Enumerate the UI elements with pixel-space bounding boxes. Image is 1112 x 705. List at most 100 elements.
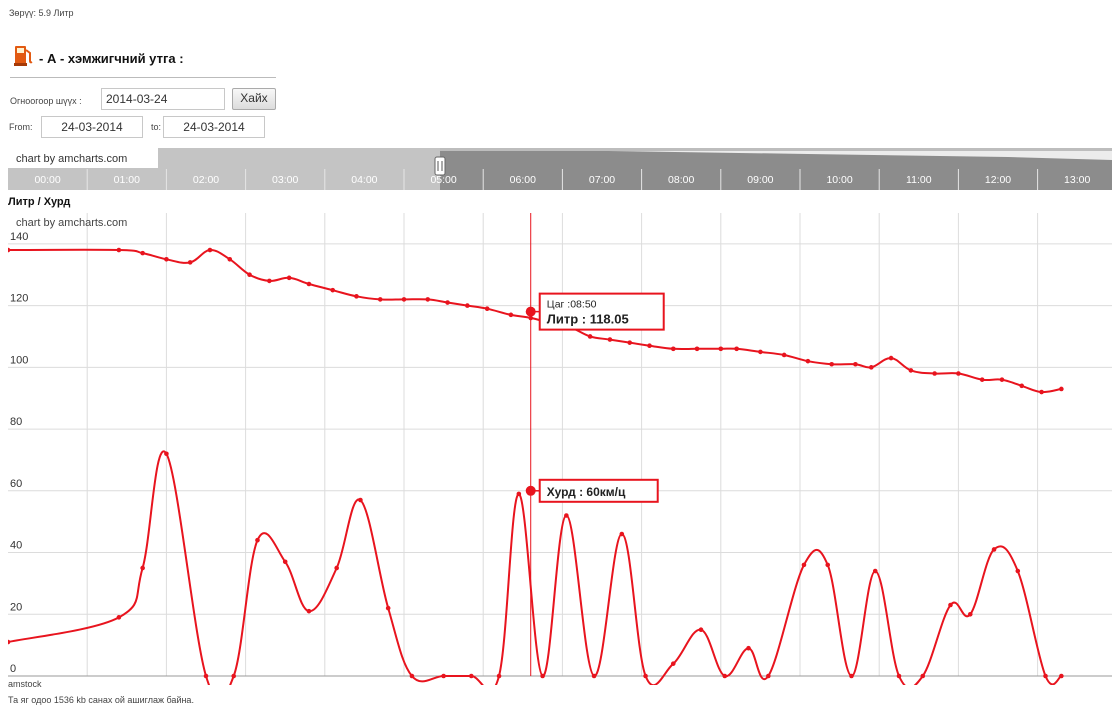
data-point [825,562,831,568]
data-point [377,297,383,302]
data-point [829,361,834,367]
data-point [853,361,858,367]
data-point [445,300,450,305]
data-point [868,365,874,370]
data-point [354,294,359,299]
navigator-credit-box [8,148,158,168]
data-point [469,673,474,679]
data-point [516,491,522,497]
data-point [187,260,193,265]
navigator-selected-top [440,148,1112,151]
from-date-input[interactable] [41,116,143,138]
data-point [781,352,787,358]
navigator-time-label: 04:00 [351,174,377,186]
navigator-time-label: 01:00 [114,174,140,186]
navigator-selected-area [440,148,1112,190]
data-point [849,673,854,679]
navigator-time-label: 03:00 [272,174,298,186]
data-point [1039,389,1044,395]
data-point [734,346,739,352]
chart-title: Литр / Хурд [8,196,70,208]
data-point [607,337,613,342]
navigator-time-label: 08:00 [668,174,694,186]
data-point [508,312,514,318]
data-point [627,340,633,345]
data-point [164,257,169,262]
data-point [116,247,122,253]
to-date-input[interactable] [163,116,265,138]
data-point [267,278,272,284]
y-tick-label: 0 [10,663,16,675]
amstock-brand: amstock [8,679,42,689]
data-point [908,368,914,373]
data-point [896,673,902,679]
data-point [255,537,260,543]
data-point [425,297,431,302]
data-point [991,547,997,552]
chart-credit: chart by amcharts.com [16,217,127,229]
data-point [247,272,252,278]
data-point [999,377,1005,382]
data-point [805,358,811,364]
data-point [334,565,339,571]
tooltip-time-text: Цаг :08:50 [547,299,597,311]
data-point [496,673,502,679]
header-divider [10,77,276,78]
data-point [140,250,145,256]
data-point [116,615,122,620]
navigator-handle-grip [434,156,446,176]
data-point [306,608,312,614]
data-point [766,673,771,679]
series-line [8,450,1062,685]
navigator-credit: chart by amcharts.com [16,153,127,165]
date-filter-input[interactable] [101,88,225,110]
data-point [306,281,312,287]
data-point [872,568,878,574]
search-button[interactable]: Хайх [232,88,276,110]
data-point [330,287,336,293]
data-point [801,562,807,568]
navigator-time-label: 13:00 [1064,174,1090,186]
tooltip-liter-text: Литр : 118.05 [547,312,629,327]
data-point [203,673,209,679]
data-point [484,306,490,311]
chart-navigator[interactable]: chart by amcharts.com 00:00 01:00 02:00 03:0… [8,148,1112,190]
y-tick-label: 120 [10,293,28,305]
from-label: From: [9,122,33,132]
navigator-handle[interactable] [434,156,446,176]
data-point [8,247,11,253]
data-point [282,559,288,565]
tooltip-speed-box [538,478,659,503]
date-filter-label: Огноогоор шүүх : [10,96,82,106]
data-point [8,639,11,645]
data-point [670,661,676,666]
data-point [409,673,415,679]
data-point [758,349,763,355]
data-point [718,346,724,352]
data-point [465,303,470,308]
navigator-time-label: 05:00 [430,174,456,186]
series-speed [8,450,1064,685]
data-point [286,275,292,281]
fuel-speed-chart[interactable]: 0 20 40 60 80 100 120 140 Литр / Хурд chart by am… [8,193,1112,685]
y-tick-label: 60 [10,478,22,490]
navigator-time-label: 06:00 [510,174,536,186]
y-tick-label: 140 [10,231,28,243]
navigator-time-label: 07:00 [589,174,615,186]
data-point [591,673,597,679]
data-point [967,611,973,617]
navigator-time-label: 12:00 [985,174,1011,186]
tooltip-speed-text: Хурд : 60км/ц [547,485,626,499]
data-point [1015,568,1021,574]
data-point [647,343,652,349]
navigator-time-label: 09:00 [747,174,773,186]
consumption-text: Зөрүү: 5.9 Литр [9,8,74,18]
data-point [358,497,363,503]
data-point [207,247,213,253]
to-label: to: [151,122,162,132]
data-point [932,371,937,376]
data-point [231,673,237,679]
data-point [670,346,676,352]
y-tick-label: 100 [10,354,28,366]
